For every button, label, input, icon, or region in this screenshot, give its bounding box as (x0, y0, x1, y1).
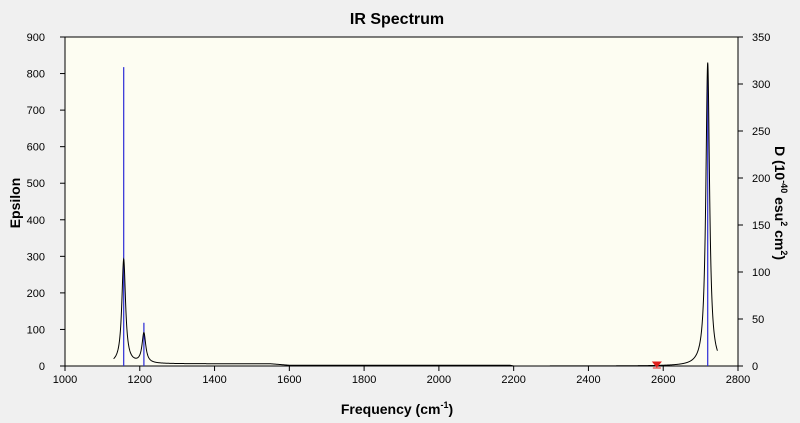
y-right-title-part1: D (10 (772, 146, 788, 180)
y-right-title-sup3: 2 (779, 250, 789, 255)
y-left-tick-label: 500 (27, 178, 45, 190)
stick-series (123, 67, 709, 366)
x-tick-label: 1200 (128, 374, 152, 386)
y-left-tick-label: 600 (27, 142, 45, 154)
y-right-axis-title: D (10-40 esu2 cm2) (772, 146, 789, 260)
y-right-tick-label: 250 (752, 126, 770, 138)
y-right-title-part3: cm (772, 226, 788, 250)
x-tick-label: 1400 (202, 374, 226, 386)
y-right-tick-label: 200 (752, 173, 770, 185)
marker-icon (651, 361, 662, 369)
y-right-tick-label: 0 (752, 361, 758, 373)
chart-title: IR Spectrum (350, 11, 444, 28)
plot-area (64, 36, 739, 367)
y-right-tick-label: 300 (752, 79, 770, 91)
x-axis-ticks: 1000 1200 1400 1600 1800 2000 2200 2400 2600 2800 (53, 366, 750, 386)
y-left-tick-label: 400 (27, 215, 45, 227)
y-right-title-part4: ) (772, 255, 788, 260)
y-left-tick-label: 200 (27, 288, 45, 300)
y-right-title-part2: esu (772, 193, 788, 221)
svg-text:Frequency (cm-1): Frequency (cm-1) (341, 400, 453, 417)
x-axis-title-tail: ) (448, 401, 453, 417)
y-left-tick-label: 800 (27, 69, 45, 81)
x-tick-label: 2000 (427, 374, 451, 386)
svg-text:D (10-40 esu2 cm2): D (10-40 esu2 cm2) (772, 146, 789, 260)
x-tick-label: 2200 (501, 374, 525, 386)
x-tick-label: 2600 (651, 374, 675, 386)
y-left-tick-label: 0 (39, 361, 45, 373)
x-tick-label: 1800 (352, 374, 376, 386)
y-right-title-sup1: -40 (779, 180, 789, 193)
y-right-tick-label: 150 (752, 220, 770, 232)
x-tick-label: 2800 (726, 374, 750, 386)
x-tick-label: 1600 (277, 374, 301, 386)
y-right-tick-label: 100 (752, 267, 770, 279)
x-axis-title-sup: -1 (440, 400, 448, 410)
spectrum-line (113, 62, 718, 367)
y-left-tick-label: 900 (27, 32, 45, 44)
x-axis-title-main: Frequency (cm (341, 401, 441, 417)
y-left-axis-title: Epsilon (7, 178, 23, 229)
y-left-axis-ticks: 0 100 200 300 400 500 600 700 800 900 (27, 32, 65, 373)
marker-layer (651, 361, 662, 369)
y-left-tick-label: 700 (27, 105, 45, 117)
y-right-tick-label: 350 (752, 32, 770, 44)
y-left-tick-label: 100 (27, 324, 45, 336)
y-right-tick-label: 50 (752, 314, 764, 326)
x-tick-label: 2400 (576, 374, 600, 386)
y-right-axis-ticks: 0 50 100 150 200 250 300 350 (738, 32, 770, 373)
y-right-title-sup2: 2 (779, 221, 789, 226)
x-tick-label: 1000 (53, 374, 77, 386)
x-axis-title: Frequency (cm-1) (341, 400, 453, 417)
y-left-tick-label: 300 (27, 251, 45, 263)
